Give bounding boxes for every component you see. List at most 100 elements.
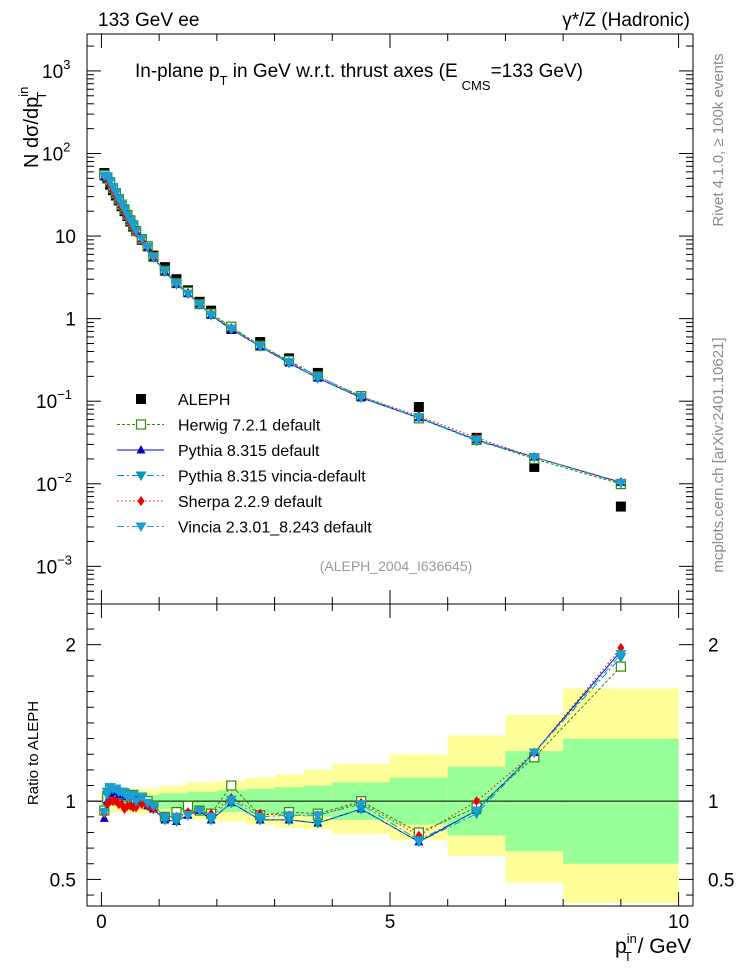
main-tick-layer — [87, 34, 693, 604]
legend-marker — [136, 445, 146, 454]
point-vincia-2-3-01-8-243-default — [124, 216, 136, 226]
point-vincia-2-3-01-8-243-default — [127, 221, 139, 231]
main-frame — [86, 33, 694, 605]
ratio-point-vincia-2-3-01-8-243-default — [283, 811, 295, 821]
ratio-point-vincia-2-3-01-8-243-default — [142, 798, 154, 809]
xlabel-b: / GeV — [632, 935, 692, 958]
ratio-xtick-label: 10 — [668, 912, 689, 933]
ratio-point-vincia-2-3-01-8-243-default — [130, 797, 142, 807]
ytick-base: 10 — [55, 227, 76, 248]
ratio-point-vincia-2-3-01-8-243-default — [170, 812, 182, 823]
point-vincia-2-3-01-8-243-default — [119, 205, 131, 215]
point-vincia-2-3-01-8-243-default — [205, 310, 217, 321]
main-ytick-label: 10−3 — [36, 552, 72, 578]
ratio-point-sherpa-2-2-9-default — [473, 796, 481, 807]
point-vincia-2-3-01-8-243-default — [113, 194, 125, 205]
ratio-point-vincia-2-3-01-8-243-default — [194, 806, 206, 817]
point-vincia-2-3-01-8-243-default — [471, 435, 483, 446]
title-part-a: In-plane p — [135, 61, 220, 82]
ratio-xtick-labels: 0 5 10 — [96, 912, 689, 933]
ratio-point-vincia-2-3-01-8-243-default — [182, 811, 194, 821]
ratio-ytick-label-right: 0.5 — [708, 870, 734, 891]
header-right-label: γ*/Z (Hadronic) — [562, 10, 690, 31]
title-part-b: in GeV w.r.t. thrust axes (E — [227, 61, 457, 82]
series-pythia-8-315-default — [99, 171, 626, 486]
series-line-pythia-8-315-vincia-default — [104, 175, 622, 484]
xlabel-sup: in — [627, 931, 637, 946]
legend-label: Sherpa 2.2.9 default — [178, 494, 323, 511]
series-pythia-8-315-vincia-default — [98, 171, 627, 489]
point-vincia-2-3-01-8-243-default — [182, 289, 194, 300]
point-vincia-2-3-01-8-243-default — [528, 453, 540, 463]
ytick-base: 10 — [42, 62, 63, 83]
title-part-c: =133 GeV) — [491, 61, 583, 82]
ratio-point-vincia-2-3-01-8-243-default — [615, 650, 627, 660]
ratio-point-vincia-2-3-01-8-243-default — [98, 808, 110, 818]
point-vincia-2-3-01-8-243-default — [615, 478, 627, 489]
legend-entry-sherpa-2-2-9-default: Sherpa 2.2.9 default — [117, 494, 323, 511]
ratio-ytick-label: 2 — [65, 636, 76, 657]
legend-marker — [136, 394, 146, 404]
main-ylabel-a: N dσ/dp — [21, 97, 43, 168]
point-vincia-2-3-01-8-243-default — [107, 183, 119, 193]
legend-entry-pythia-8-315-default: Pythia 8.315 default — [117, 443, 320, 460]
ratio-panel: 0.5 0.5 1 1 2 2 0 5 10 Ratio to ALEPH pin T / Ge… — [25, 603, 735, 964]
ratio-point-vincia-2-3-01-8-243-default — [205, 812, 217, 823]
ratio-point-vincia-2-3-01-8-243-default — [136, 792, 148, 802]
point-vincia-2-3-01-8-243-default — [194, 300, 206, 310]
ytick-exponent: −2 — [57, 470, 72, 485]
ratio-band-layer — [101, 688, 679, 903]
ratio-point-herwig-7-2-1-default — [226, 780, 237, 791]
point-vincia-2-3-01-8-243-default — [130, 227, 142, 237]
series-vincia-2-3-01-8-243-default — [98, 171, 627, 489]
series-aleph — [99, 168, 626, 512]
point-aleph — [615, 501, 626, 512]
title-sub-b: CMS — [462, 78, 491, 93]
legend-entry-herwig-7-2-1-default: Herwig 7.2.1 default — [117, 418, 321, 435]
header-left-label: 133 GeV ee — [98, 10, 199, 31]
main-ytick-label: 10−1 — [36, 387, 72, 413]
legend-label: Vincia 2.3.01_8.243 default — [178, 520, 372, 537]
ratio-point-herwig-7-2-1-default — [615, 661, 626, 672]
legend-label: Pythia 8.315 default — [178, 443, 320, 460]
ratio-point-vincia-2-3-01-8-243-default — [471, 806, 483, 817]
legend-label: Pythia 8.315 vincia-default — [178, 469, 366, 486]
main-ytick-label: 103 — [42, 57, 70, 83]
point-vincia-2-3-01-8-243-default — [147, 252, 159, 263]
point-vincia-2-3-01-8-243-default — [413, 413, 425, 423]
ytick-base: 10 — [36, 475, 57, 496]
main-ytick-label: 10−2 — [36, 470, 72, 496]
point-vincia-2-3-01-8-243-default — [121, 210, 133, 221]
xlabel-a: p — [615, 935, 627, 958]
legend-marker — [137, 496, 145, 506]
point-vincia-2-3-01-8-243-default — [170, 279, 182, 289]
main-ytick-label: 10 — [55, 227, 76, 248]
mcplots-label: mcplots.cern.ch [arXiv:2401.10621] — [710, 337, 727, 572]
point-vincia-2-3-01-8-243-default — [312, 372, 324, 382]
legend-marker — [135, 471, 147, 481]
ratio-xtick-label: 5 — [385, 912, 396, 933]
ratio-ytick-label-right: 2 — [708, 636, 719, 657]
ratio-series-layer — [98, 642, 627, 848]
ratio-point-vincia-2-3-01-8-243-default — [147, 801, 159, 812]
point-vincia-2-3-01-8-243-default — [142, 242, 154, 253]
ytick-exponent: −1 — [57, 387, 72, 402]
legend-marker — [135, 419, 147, 430]
point-vincia-2-3-01-8-243-default — [283, 357, 295, 368]
ratio-tick-layer — [87, 604, 693, 906]
ratio-point-vincia-2-3-01-8-243-default — [254, 812, 266, 823]
ratio-ytick-labels: 0.5 0.5 1 1 2 2 — [50, 636, 735, 892]
point-vincia-2-3-01-8-243-default — [110, 188, 122, 199]
ytick-base: 10 — [36, 557, 57, 578]
point-vincia-2-3-01-8-243-default — [225, 324, 237, 334]
chart-title: In-plane pT in GeV w.r.t. thrust axes (E… — [135, 61, 583, 93]
ytick-exponent: −3 — [57, 552, 72, 567]
legend-entry-aleph: ALEPH — [136, 392, 230, 409]
ytick-base: 10 — [42, 144, 63, 165]
xlabel-sub: T — [624, 949, 632, 964]
ratio-point-sherpa-2-2-9-default — [138, 799, 146, 810]
ratio-ytick-label-right: 1 — [708, 792, 719, 813]
